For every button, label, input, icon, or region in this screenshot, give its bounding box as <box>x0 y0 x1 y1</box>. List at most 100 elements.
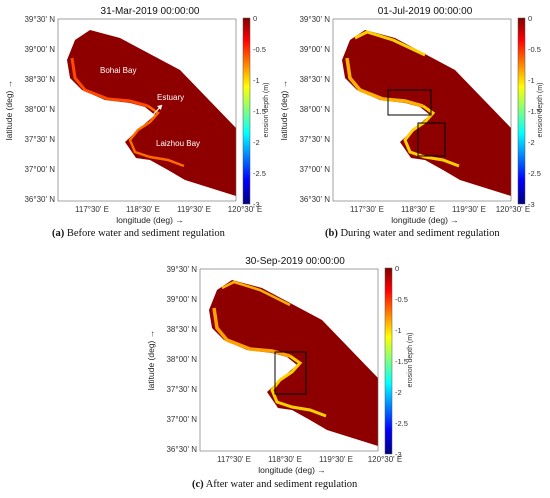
colorbar-tick: -1 <box>395 326 402 335</box>
caption-c: (c) After water and sediment regulation <box>192 479 357 490</box>
sea-area <box>342 30 511 196</box>
y-ticks: 39°30' N 39°00' N 38°30' N 38°00' N 37°3… <box>299 15 330 204</box>
x-tick-label: 120°30' E <box>368 455 403 464</box>
x-tick-label: 118°30' E <box>268 455 302 464</box>
axes-frame <box>57 18 237 202</box>
x-ticks: 117°30' E 118°30' E 119°30' E 120°30' E <box>217 455 402 464</box>
x-ticks: 117°30' E 118°30' E 119°30' E 120°30' E <box>75 205 262 214</box>
colorbar-tick: -2 <box>395 388 402 397</box>
y-tick-label: 38°30' N <box>166 325 197 334</box>
x-axis-label: longitude (deg) → <box>391 215 459 225</box>
colorbar-tick: -2 <box>253 138 260 147</box>
y-tick-label: 39°00' N <box>24 45 55 54</box>
colorbar-tick: -3 <box>528 200 535 209</box>
caption-a-text: Before water and sediment regulation <box>66 228 225 239</box>
colorbar-tick: -3 <box>253 200 260 209</box>
colorbar-tick: -1.5 <box>528 107 541 116</box>
colorbar: 0 -0.5 -1 -1.5 -2 -2.5 -3 erosion depth … <box>242 14 270 209</box>
shallow-north <box>221 280 291 307</box>
panel-b-title: 01-Jul-2019 00:00:00 <box>378 6 473 17</box>
x-tick-label: 119°30' E <box>319 455 353 464</box>
y-tick-label: 39°30' N <box>24 15 55 24</box>
shoreline-south <box>403 104 460 168</box>
y-tick-label: 38°30' N <box>299 75 330 84</box>
x-axis-label: longitude (deg) → <box>258 465 326 475</box>
colorbar-tick: 0 <box>395 264 399 273</box>
caption-b: (b) During water and sediment regulation <box>325 228 500 239</box>
colorbar-label: erosion depth (m) <box>407 333 414 388</box>
x-tick-label: 118°30' E <box>401 205 435 214</box>
sea-area <box>67 30 236 196</box>
colorbar-frame <box>517 17 526 205</box>
estuary-box <box>274 351 307 395</box>
y-axis-label: latitude (deg) → <box>146 330 156 390</box>
x-tick-label: 119°30' E <box>177 205 211 214</box>
x-tick-label: 117°30' E <box>75 205 109 214</box>
colorbar-gradient <box>518 18 525 204</box>
x-tick-label: 120°30' E <box>496 205 531 214</box>
axes-frame <box>332 18 512 202</box>
caption-c-text: After water and sediment regulation <box>205 479 358 490</box>
caption-c-tag: (c) <box>192 479 204 490</box>
x-tick-label: 120°30' E <box>228 205 263 214</box>
y-axis-label: latitude (deg) → <box>279 80 289 140</box>
y-tick-label: 39°00' N <box>299 45 330 54</box>
axes-frame <box>199 268 379 452</box>
colorbar-frame <box>384 267 393 455</box>
caption-b-text: During water and sediment regulation <box>340 228 500 239</box>
y-tick-label: 39°00' N <box>166 295 197 304</box>
y-tick-label: 36°30' N <box>166 445 197 454</box>
x-tick-label: 118°30' E <box>126 205 160 214</box>
panel-c: 30-Sep-2019 00:00:00 39°30' N 39°00' N 3… <box>140 248 420 498</box>
caption-b-tag: (b) <box>325 228 338 239</box>
colorbar-label: erosion depth (m) <box>537 83 544 138</box>
y-tick-label: 37°00' N <box>166 415 197 424</box>
shoreline-south <box>128 104 185 168</box>
panel-c-title: 30-Sep-2019 00:00:00 <box>245 256 345 267</box>
colorbar-gradient <box>385 268 392 454</box>
colorbar-tick: -0.5 <box>395 295 408 304</box>
colorbar: 0 -0.5 -1 -1.5 -2 -2.5 -3 erosion depth … <box>384 264 414 459</box>
panel-a-figure: 31-Mar-2019 00:00:00 Bohai Bay Estuary L… <box>4 6 270 225</box>
shallow-north <box>354 30 426 57</box>
sea-area <box>209 280 378 446</box>
estuary-arrow-head <box>157 105 162 110</box>
y-tick-label: 37°30' N <box>166 385 197 394</box>
colorbar: 0 -0.5 -1 -1.5 -2 -2.5 -3 erosion depth … <box>517 14 544 209</box>
colorbar-tick: -0.5 <box>253 45 266 54</box>
colorbar-tick: -2.5 <box>528 169 541 178</box>
colorbar-tick: -2 <box>528 138 535 147</box>
y-tick-label: 39°30' N <box>299 15 330 24</box>
map-area <box>200 269 378 451</box>
y-ticks: 39°30' N 39°00' N 38°30' N 38°00' N 37°3… <box>24 15 55 204</box>
caption-a-tag: (a) <box>52 228 65 239</box>
y-tick-label: 38°00' N <box>299 105 330 114</box>
y-axis-label: latitude (deg) → <box>4 80 14 140</box>
y-tick-label: 38°00' N <box>24 105 55 114</box>
x-axis-label: longitude (deg) → <box>116 215 184 225</box>
x-tick-label: 117°30' E <box>350 205 384 214</box>
shoreline <box>345 57 424 108</box>
laizhou-box <box>417 122 446 157</box>
y-tick-label: 37°30' N <box>299 135 330 144</box>
y-tick-label: 37°00' N <box>24 165 55 174</box>
colorbar-label: erosion depth (m) <box>263 83 270 138</box>
y-tick-label: 36°30' N <box>24 195 55 204</box>
panel-b-figure: 01-Jul-2019 00:00:00 39°30' N 39°00' N 3… <box>279 6 544 225</box>
annotation-bohai-bay: Bohai Bay <box>100 66 136 75</box>
y-tick-label: 38°30' N <box>24 75 55 84</box>
y-tick-label: 38°00' N <box>166 355 197 364</box>
colorbar-tick: -0.5 <box>528 45 541 54</box>
colorbar-tick: 0 <box>253 14 257 23</box>
annotation-laizhou-bay: Laizhou Bay <box>156 139 200 148</box>
estuary-box <box>387 89 432 116</box>
shoreline-south <box>270 354 327 418</box>
y-tick-label: 37°30' N <box>24 135 55 144</box>
panel-b: 01-Jul-2019 00:00:00 39°30' N 39°00' N 3… <box>275 0 550 248</box>
y-ticks: 39°30' N 39°00' N 38°30' N 38°00' N 37°3… <box>166 265 197 454</box>
x-tick-label: 119°30' E <box>452 205 486 214</box>
x-tick-label: 117°30' E <box>217 455 251 464</box>
panel-a: 31-Mar-2019 00:00:00 Bohai Bay Estuary L… <box>0 0 275 248</box>
shoreline <box>70 57 149 108</box>
colorbar-tick: -1 <box>528 76 535 85</box>
